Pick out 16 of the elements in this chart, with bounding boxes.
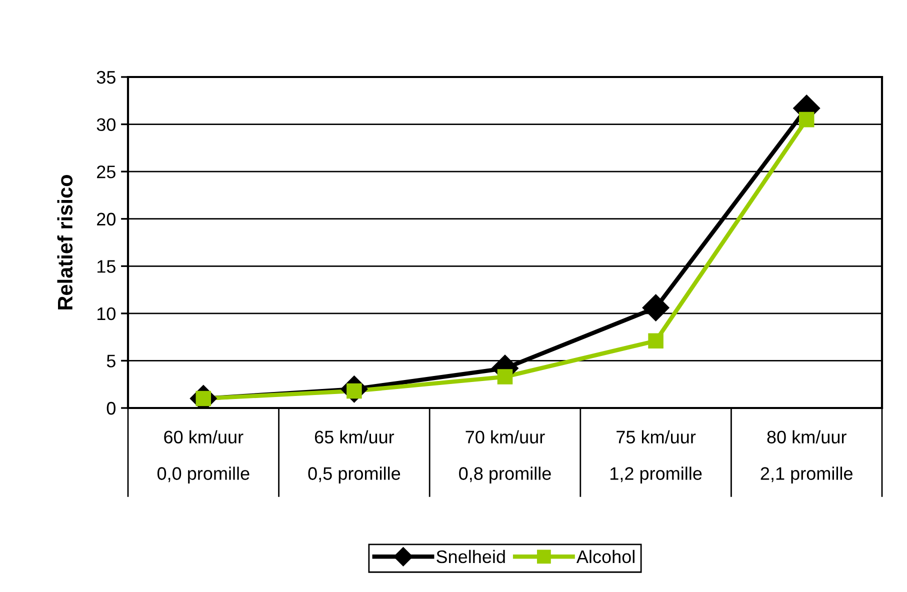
- y-tick-label: 0: [106, 402, 116, 415]
- y-tick-label: 5: [106, 354, 116, 368]
- y-tick-label: 15: [97, 260, 116, 273]
- y-tick-label: 10: [97, 307, 116, 320]
- category-label: 75 km/uur 1,2 promille: [610, 430, 702, 484]
- y-tick-label: 20: [97, 212, 116, 226]
- category-label: 65 km/uur 0,5 promille: [308, 430, 400, 484]
- category-label: 70 km/uur 0,8 promille: [459, 430, 551, 484]
- y-tick-label: 35: [96, 70, 116, 84]
- y-tick-label: 30: [96, 118, 116, 132]
- category-label: 80 km/uur 2,1 promille: [760, 430, 852, 484]
- legend-label: Snelheid: [436, 550, 505, 564]
- legend-label: Alcohol: [576, 550, 634, 564]
- y-axis-title: Relatief risico: [57, 174, 73, 310]
- y-tick-label: 25: [97, 166, 116, 178]
- category-label: 60 km/uur 0,0 promille: [157, 430, 250, 484]
